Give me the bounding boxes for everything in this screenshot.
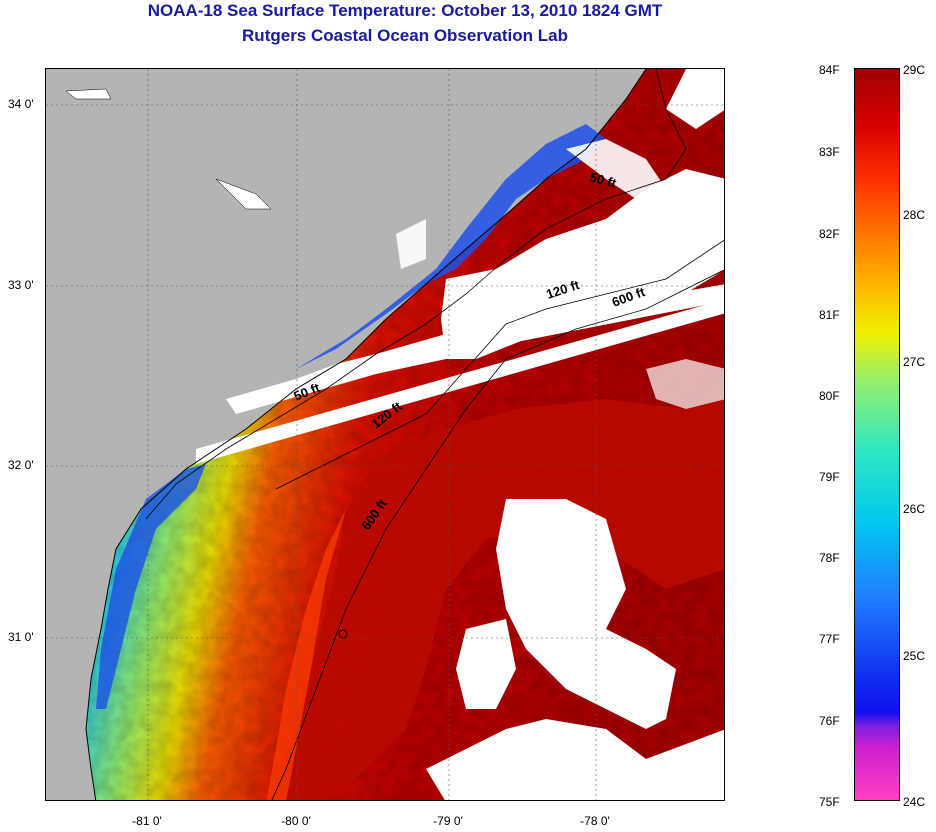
colorbar-label-79f: 79F xyxy=(819,470,840,484)
cool-coastal-water xyxy=(296,124,606,369)
sst-map-canvas: 50 ft 50 ft 120 ft 120 ft 600 ft 600 ft xyxy=(46,69,724,800)
colorbar-label-77f: 77F xyxy=(819,632,840,646)
temperature-colorbar xyxy=(854,68,900,801)
islands xyxy=(65,88,272,210)
contour-120ft xyxy=(275,239,724,490)
map-subtitle: Rutgers Coastal Ocean Observation Lab xyxy=(242,26,568,45)
satellite-swath-gap xyxy=(196,299,724,464)
colorbar-label-29c: 29C xyxy=(903,63,926,77)
graticule xyxy=(46,69,724,800)
lon-label-78: -78 0' xyxy=(580,814,610,828)
coastline xyxy=(85,69,647,800)
lon-label-79: -79 0' xyxy=(433,814,463,828)
warm-gulf-stream-core xyxy=(276,399,724,800)
cloud-cover xyxy=(226,69,724,800)
colorbar-label-76f: 76F xyxy=(819,714,840,728)
colorbar-label-75f: 75F xyxy=(819,795,840,809)
colorbar-label-78f: 78F xyxy=(819,551,840,565)
lat-label-31: 31 0' xyxy=(8,630,34,644)
colorbar-label-26c: 26C xyxy=(903,502,926,516)
marker-circle xyxy=(338,629,348,639)
colorbar-label-84f: 84F xyxy=(819,63,840,77)
lat-label-33: 33 0' xyxy=(8,278,34,292)
contour-50ft xyxy=(145,69,687,520)
colorbar-label-83f: 83F xyxy=(819,145,840,159)
map-title: NOAA-18 Sea Surface Temperature: October… xyxy=(147,1,663,20)
contour-600ft xyxy=(271,269,724,800)
colorbar-label-81f: 81F xyxy=(819,308,840,322)
colorbar-label-27c: 27C xyxy=(903,355,926,369)
colorbar-label-28c: 28C xyxy=(903,208,926,222)
lat-label-32: 32 0' xyxy=(8,458,34,472)
lat-label-34: 34 0' xyxy=(8,97,34,111)
colorbar-label-25c: 25C xyxy=(903,649,926,663)
colorbar-label-24c: 24C xyxy=(903,795,926,809)
lon-label-81: -81 0' xyxy=(132,814,162,828)
colorbar-label-82f: 82F xyxy=(819,227,840,241)
contour-label-50ft-north: 50 ft xyxy=(588,169,618,191)
sst-map: 50 ft 50 ft 120 ft 120 ft 600 ft 600 ft xyxy=(45,68,725,801)
lon-label-80: -80 0' xyxy=(281,814,311,828)
colorbar-label-80f: 80F xyxy=(819,389,840,403)
